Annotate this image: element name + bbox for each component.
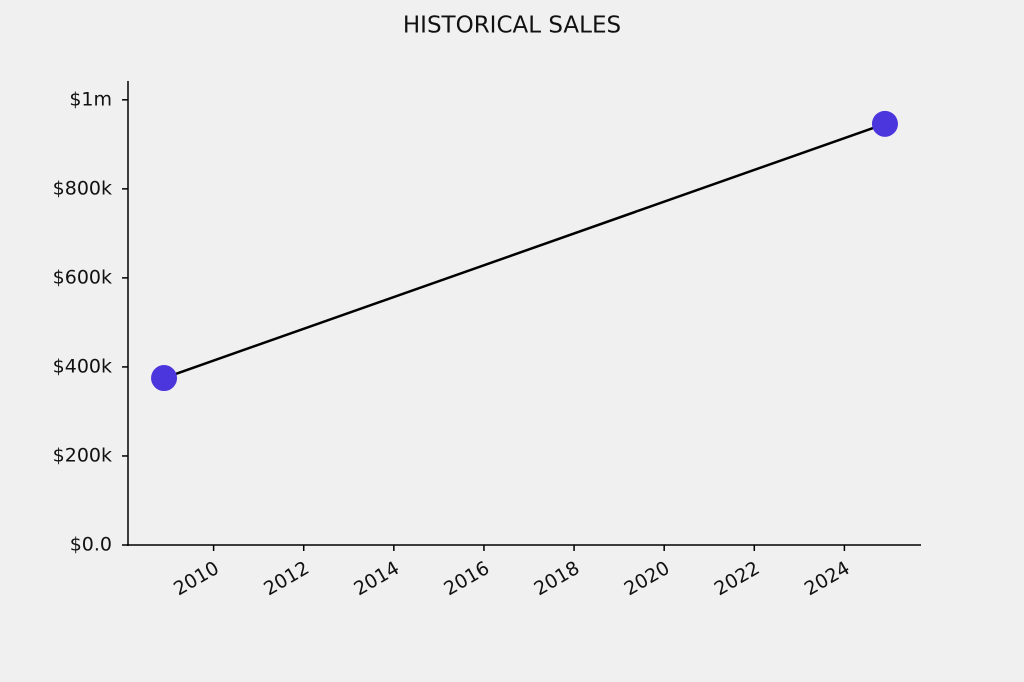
point (871, 110, 898, 137)
point (151, 365, 178, 392)
y-tick-label: $0.0 (70, 534, 112, 556)
y-tick-label: $800k (53, 177, 112, 199)
line (163, 122, 886, 380)
y-tick-label: $1m (69, 88, 112, 110)
chart-title: HISTORICAL SALES (403, 13, 621, 39)
y-tick-label: $600k (53, 266, 112, 288)
y-tick-label: $200k (53, 444, 112, 466)
y-tick-label: $400k (53, 355, 112, 377)
